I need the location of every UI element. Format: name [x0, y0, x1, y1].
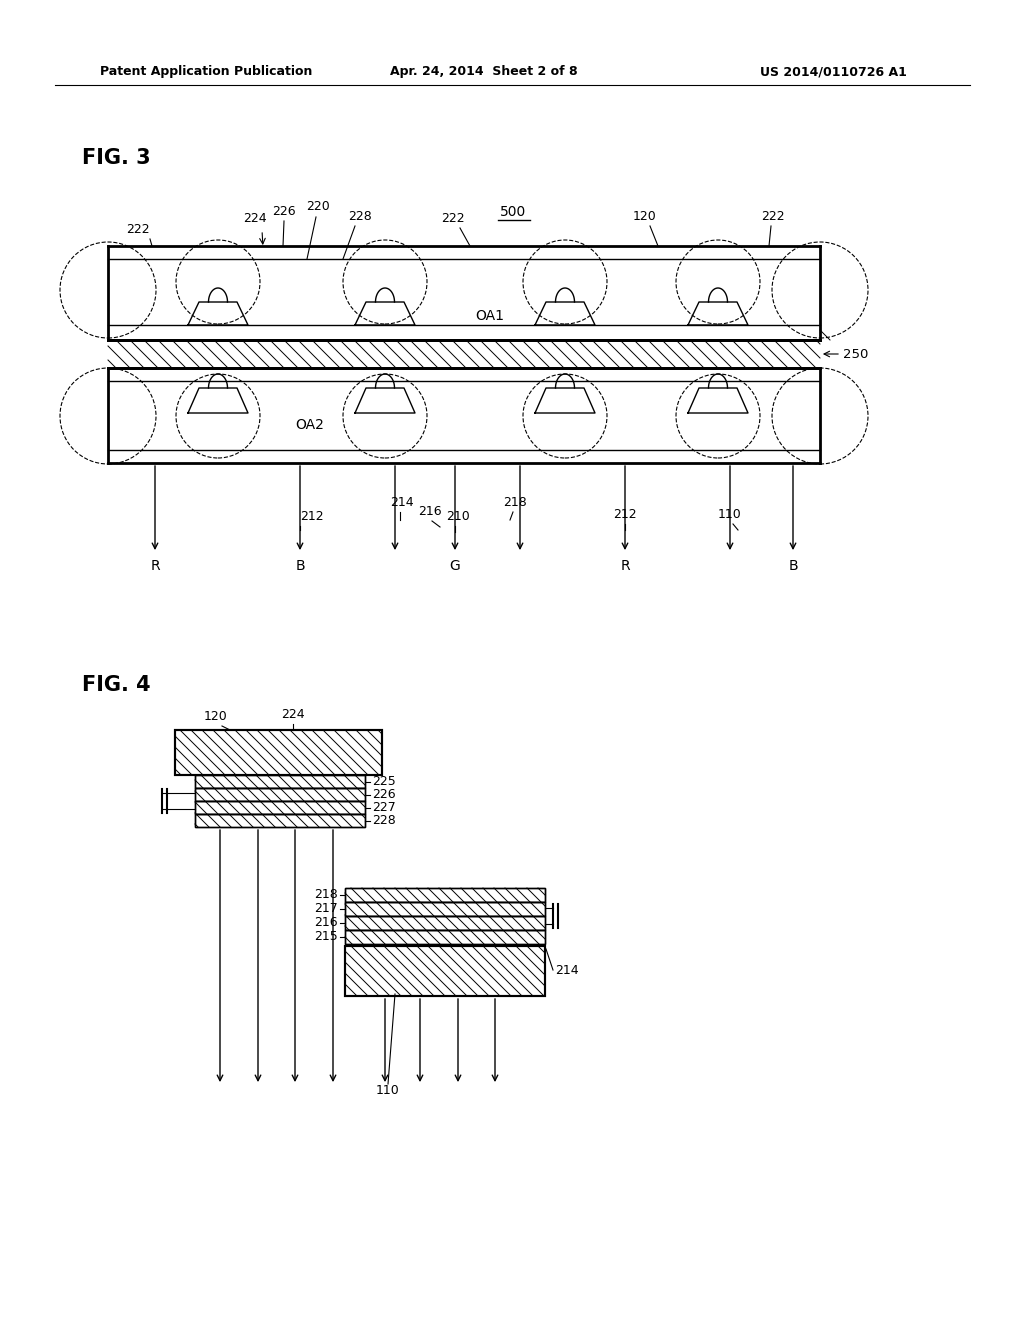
Text: 218: 218 — [503, 496, 527, 510]
Bar — [175, 730, 382, 775]
Text: FIG. 3: FIG. 3 — [82, 148, 151, 168]
Bar — [345, 888, 545, 902]
Text: 217: 217 — [314, 903, 338, 916]
Text: R: R — [621, 558, 630, 573]
Bar — [345, 888, 545, 902]
Text: 220: 220 — [306, 201, 330, 213]
Text: 212: 212 — [300, 510, 324, 523]
Text: 250: 250 — [843, 347, 868, 360]
Bar — [345, 931, 545, 944]
Bar — [195, 775, 365, 788]
Bar — [345, 931, 545, 944]
Text: 500: 500 — [500, 205, 526, 219]
Bar — [195, 788, 365, 801]
Text: 222: 222 — [441, 213, 465, 224]
Bar — [345, 902, 545, 916]
Text: 110: 110 — [376, 1084, 400, 1097]
Text: 222: 222 — [761, 210, 784, 223]
Text: 228: 228 — [348, 210, 372, 223]
Text: 224: 224 — [243, 213, 267, 224]
Bar — [345, 946, 545, 997]
Text: 222: 222 — [126, 223, 150, 236]
Text: 210: 210 — [446, 510, 470, 523]
Text: 227: 227 — [372, 801, 395, 814]
Text: G: G — [450, 558, 461, 573]
Bar — [195, 801, 365, 814]
Bar — [195, 814, 365, 828]
Text: OA2: OA2 — [296, 418, 325, 432]
Text: Apr. 24, 2014  Sheet 2 of 8: Apr. 24, 2014 Sheet 2 of 8 — [390, 66, 578, 78]
Text: OA1: OA1 — [475, 309, 505, 323]
Bar — [195, 775, 365, 788]
Bar — [345, 946, 545, 997]
Bar — [195, 814, 365, 828]
Text: 224: 224 — [282, 708, 305, 721]
Text: 214: 214 — [555, 964, 579, 977]
Text: 215: 215 — [314, 931, 338, 944]
Text: 226: 226 — [272, 205, 296, 218]
Text: FIG. 4: FIG. 4 — [82, 675, 151, 696]
Bar — [195, 788, 365, 801]
Text: B: B — [295, 558, 305, 573]
Text: 212: 212 — [613, 508, 637, 521]
Text: 214: 214 — [390, 496, 414, 510]
Bar — [175, 730, 382, 775]
Text: 228: 228 — [372, 814, 395, 828]
Text: 120: 120 — [204, 710, 228, 723]
Text: 216: 216 — [418, 506, 441, 517]
Text: Patent Application Publication: Patent Application Publication — [100, 66, 312, 78]
Text: R: R — [151, 558, 160, 573]
Bar — [195, 801, 365, 814]
Bar — [345, 916, 545, 931]
Text: 216: 216 — [314, 916, 338, 929]
Text: 110: 110 — [718, 508, 741, 521]
Text: 225: 225 — [372, 775, 395, 788]
Text: 218: 218 — [314, 888, 338, 902]
Bar — [345, 902, 545, 916]
Text: 226: 226 — [372, 788, 395, 801]
Text: B: B — [788, 558, 798, 573]
Text: 120: 120 — [633, 210, 656, 223]
Bar — [345, 916, 545, 931]
Text: US 2014/0110726 A1: US 2014/0110726 A1 — [760, 66, 907, 78]
